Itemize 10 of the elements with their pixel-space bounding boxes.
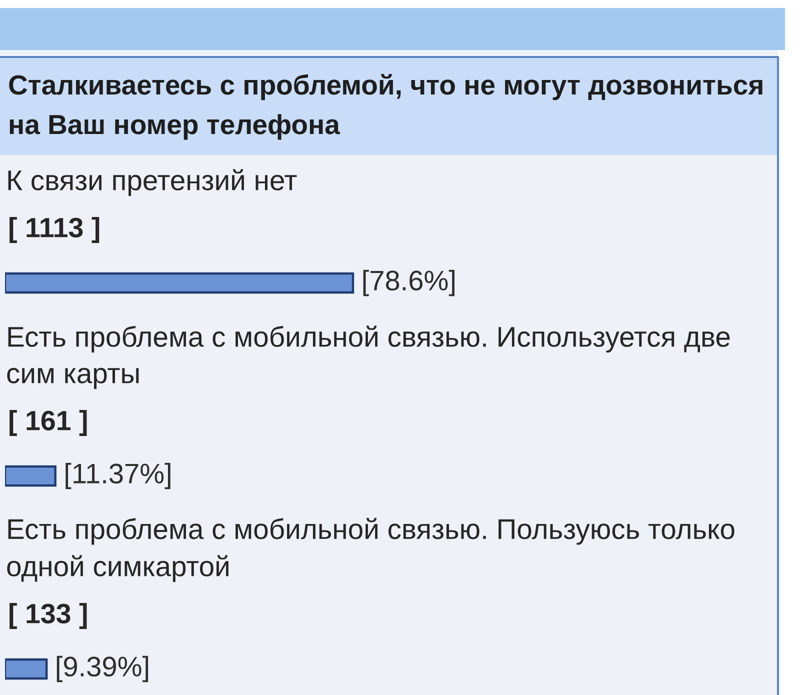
y-tick-label: К связи претензий нет [8, 169, 297, 196]
annotation: [ 161 ] [10, 410, 87, 436]
data-label: [11.37%] [66, 462, 170, 490]
y-tick-label: Есть проблема с мобильной связью. Пользуюсь только одной симкартой [7, 518, 734, 582]
annotation: [ 1113 ] [10, 217, 100, 243]
data-label: [78.6%] [363, 270, 454, 296]
data-label: [9.39%] [56, 656, 148, 682]
y-tick-label: Есть проблема с мобильной связью. Используется две сим карты [7, 326, 730, 389]
annotation: [ 133 ] [10, 603, 87, 629]
chart-title: Сталкиваетесь с проблемой, что не могут дозвониться на Ваш номер телефона [9, 74, 762, 140]
